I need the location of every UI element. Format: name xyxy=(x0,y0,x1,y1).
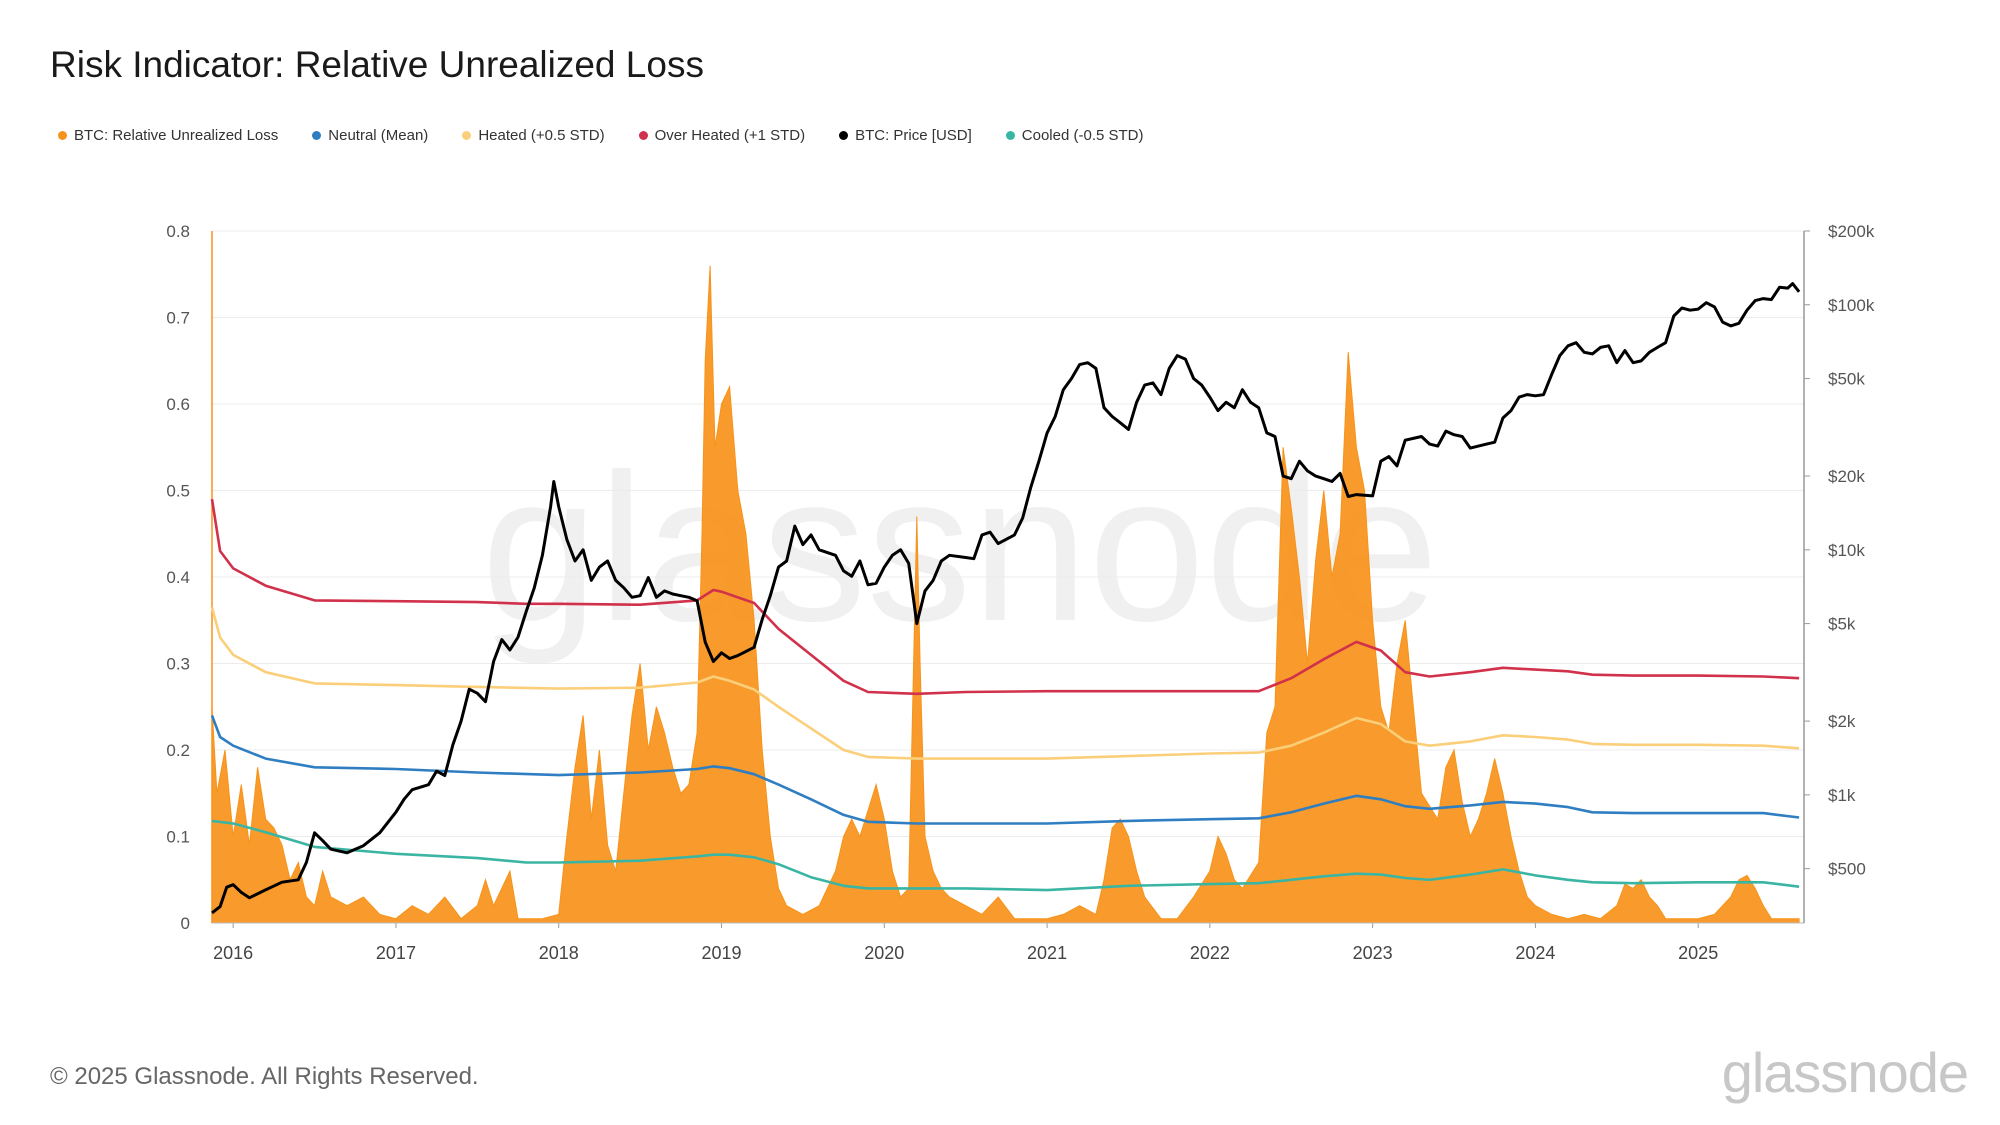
left-tick-label: 0.5 xyxy=(166,482,190,501)
right-tick-label: $200k xyxy=(1828,222,1875,241)
legend-item-1[interactable]: Neutral (Mean) xyxy=(312,127,428,144)
gridlines xyxy=(212,230,1804,837)
left-tick-label: 0.6 xyxy=(166,395,190,414)
x-tick-label: 2025 xyxy=(1678,943,1718,963)
right-tick-label: $5k xyxy=(1828,615,1856,634)
x-tick-label: 2023 xyxy=(1353,943,1393,963)
series-line-neutral-mean- xyxy=(210,714,1800,825)
series-line-btc-price-usd- xyxy=(211,282,1801,915)
legend-item-5[interactable]: Cooled (-0.5 STD) xyxy=(1005,127,1144,144)
legend-label: Over Heated (+1 STD) xyxy=(654,127,806,144)
x-tick-label: 2024 xyxy=(1515,943,1555,963)
rul-area-path xyxy=(211,265,1800,924)
series-line-heated-0-5-std- xyxy=(210,606,1800,760)
right-tick-label: $1k xyxy=(1828,786,1856,805)
legend-dot-icon xyxy=(1005,131,1015,140)
chart-title: Risk Indicator: Relative Unrealized Loss xyxy=(50,44,704,85)
copyright-footer: © 2025 Glassnode. All Rights Reserved. xyxy=(50,1063,479,1090)
glassnode-logo: glassnode xyxy=(1721,1041,1969,1104)
x-tick-label: 2019 xyxy=(701,943,741,963)
x-tick-label: 2018 xyxy=(539,943,579,963)
left-tick-label: 0.3 xyxy=(166,655,190,674)
legend-item-2[interactable]: Heated (+0.5 STD) xyxy=(462,127,605,144)
legend-label: BTC: Price [USD] xyxy=(855,127,972,144)
right-tick-label: $10k xyxy=(1828,541,1865,560)
left-tick-label: 0.1 xyxy=(166,828,190,847)
legend-dot-icon xyxy=(638,131,648,140)
legend-dot-icon xyxy=(462,131,472,140)
left-tick-label: 0.8 xyxy=(166,222,190,241)
rul-area xyxy=(211,231,1800,924)
legend-item-4[interactable]: BTC: Price [USD] xyxy=(839,127,972,144)
legend-label: Cooled (-0.5 STD) xyxy=(1021,127,1144,144)
axes: 0 0.1 0.2 0.3 0.4 0.5 0.6 0.7 0.8 $500 $1k $2k $5k $1… xyxy=(166,222,1874,963)
left-tick-label: 0.7 xyxy=(166,309,190,328)
right-tick-label: $500 xyxy=(1828,860,1866,879)
legend-dot-icon xyxy=(839,131,849,140)
x-tick-label: 2016 xyxy=(213,943,253,963)
left-tick-label: 0.4 xyxy=(166,568,190,587)
legend-item-0[interactable]: BTC: Relative Unrealized Loss xyxy=(58,127,278,144)
series-line-cooled-0-5-std- xyxy=(211,819,1800,892)
right-tick-label: $50k xyxy=(1828,370,1865,389)
right-tick-label: $2k xyxy=(1828,712,1856,731)
legend: BTC: Relative Unrealized Loss Neutral (Me… xyxy=(58,127,1178,144)
legend-item-3[interactable]: Over Heated (+1 STD) xyxy=(638,127,806,144)
left-tick-label: 0.2 xyxy=(166,741,190,760)
legend-label: Neutral (Mean) xyxy=(328,127,429,144)
legend-label: BTC: Relative Unrealized Loss xyxy=(74,127,279,144)
right-tick-label: $100k xyxy=(1828,296,1875,315)
series-line-over-heated-1-std- xyxy=(210,498,1800,696)
legend-dot-icon xyxy=(58,131,67,140)
x-tick-label: 2022 xyxy=(1190,943,1230,963)
legend-dot-icon xyxy=(312,131,322,140)
price-line xyxy=(211,282,1801,915)
band-lines xyxy=(210,498,1800,892)
right-tick-label: $20k xyxy=(1828,467,1865,486)
legend-label: Heated (+0.5 STD) xyxy=(478,127,605,144)
x-tick-label: 2021 xyxy=(1027,943,1067,963)
x-tick-label: 2017 xyxy=(376,943,416,963)
x-tick-label: 2020 xyxy=(864,943,904,963)
left-tick-label: 0 xyxy=(181,914,190,933)
